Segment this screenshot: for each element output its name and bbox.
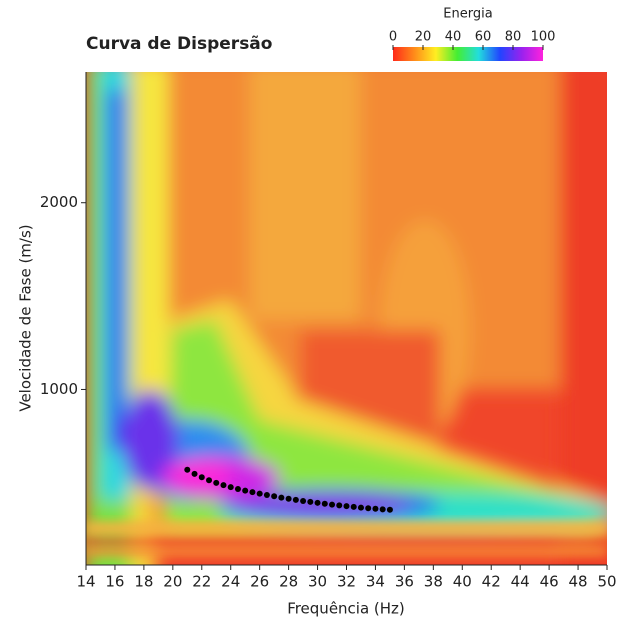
x-tick-label: 28: [279, 573, 298, 591]
picked-point: [300, 497, 307, 504]
colorbar-tick-label: 100: [531, 30, 556, 45]
picked-point: [350, 503, 357, 510]
heatmap: [86, 72, 607, 565]
picked-point: [278, 494, 285, 501]
picked-point: [379, 506, 386, 513]
colorbar-tick-label: 80: [505, 30, 522, 45]
x-tick-label: 34: [366, 573, 385, 591]
picked-point: [249, 489, 256, 496]
picked-point: [386, 506, 393, 513]
picked-point: [213, 479, 220, 486]
x-tick-label: 46: [540, 573, 559, 591]
picked-point: [184, 466, 191, 473]
picked-point: [285, 495, 292, 502]
x-tick-label: 14: [76, 573, 95, 591]
x-tick-label: 26: [250, 573, 269, 591]
picked-point: [234, 485, 241, 492]
picked-point: [343, 503, 350, 510]
y-axis-label: Velocidade de Fase (m/s): [17, 224, 35, 411]
x-axis-label: Frequência (Hz): [287, 600, 405, 618]
x-tick-label: 30: [308, 573, 327, 591]
picked-point: [220, 482, 227, 489]
picked-point: [336, 502, 343, 509]
colorbar-tick-label: 60: [475, 30, 492, 45]
colorbar-tick-label: 0: [389, 30, 397, 45]
picked-point: [206, 477, 213, 484]
x-tick-label: 18: [134, 573, 153, 591]
x-tick-label: 42: [482, 573, 501, 591]
x-tick-label: 36: [395, 573, 414, 591]
picked-point: [365, 505, 372, 512]
x-tick-label: 20: [163, 573, 182, 591]
chart-title: Curva de Dispersão: [86, 34, 272, 54]
picked-point: [329, 501, 336, 508]
x-tick-label: 44: [511, 573, 530, 591]
colorbar-label: Energia: [443, 7, 492, 22]
colorbar-tick-label: 40: [445, 30, 462, 45]
picked-point: [198, 474, 205, 481]
x-tick-label: 16: [105, 573, 124, 591]
picked-point: [271, 493, 278, 500]
picked-point: [314, 499, 321, 506]
colorbar: [393, 47, 543, 61]
picked-point: [307, 498, 314, 505]
x-tick-label: 50: [597, 573, 616, 591]
picked-point: [242, 487, 249, 494]
x-tick-label: 40: [453, 573, 472, 591]
x-tick-label: 38: [424, 573, 443, 591]
picked-point: [292, 496, 299, 503]
picked-point: [191, 470, 198, 477]
x-tick-label: 22: [192, 573, 211, 591]
picked-point: [321, 500, 328, 507]
x-tick-label: 48: [569, 573, 588, 591]
picked-point: [357, 504, 364, 511]
picked-point: [256, 490, 263, 497]
colorbar-tick-label: 20: [415, 30, 432, 45]
x-tick-label: 32: [337, 573, 356, 591]
y-tick-label: 2000: [40, 193, 78, 211]
picked-point: [227, 484, 234, 491]
x-tick-label: 24: [221, 573, 240, 591]
y-tick-label: 1000: [40, 380, 78, 398]
picked-point: [263, 491, 270, 498]
picked-point: [372, 505, 379, 512]
